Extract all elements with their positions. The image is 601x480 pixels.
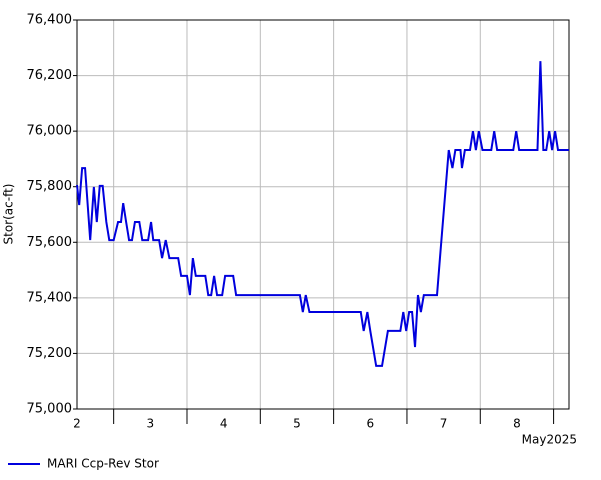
x-tick-label: 5: [293, 417, 301, 431]
x-tick-label: 7: [440, 417, 448, 431]
y-tick-label: 76,200: [27, 68, 73, 83]
y-tick-label: 75,600: [27, 235, 73, 250]
y-tick-label: 75,400: [27, 290, 73, 305]
y-tick-label: 75,000: [27, 402, 73, 417]
y-tick-label: 76,000: [27, 124, 73, 139]
x-axis-annotation: May2025: [522, 433, 577, 447]
legend-label: MARI Ccp-Rev Stor: [47, 457, 159, 471]
data-line: [76, 61, 569, 367]
y-axis-label: Stor(ac-ft): [2, 184, 16, 245]
y-tick-label: 75,800: [27, 179, 73, 194]
plot-area: [77, 20, 569, 409]
y-tick-label: 75,200: [27, 346, 73, 361]
y-tick-label: 76,400: [27, 13, 73, 28]
x-tick-label: 6: [366, 417, 374, 431]
x-tick-label: 2: [73, 417, 81, 431]
x-tick-label: 4: [220, 417, 228, 431]
plot-border: [76, 19, 570, 410]
x-tick-label: 8: [513, 417, 521, 431]
x-tick-label: 3: [147, 417, 155, 431]
